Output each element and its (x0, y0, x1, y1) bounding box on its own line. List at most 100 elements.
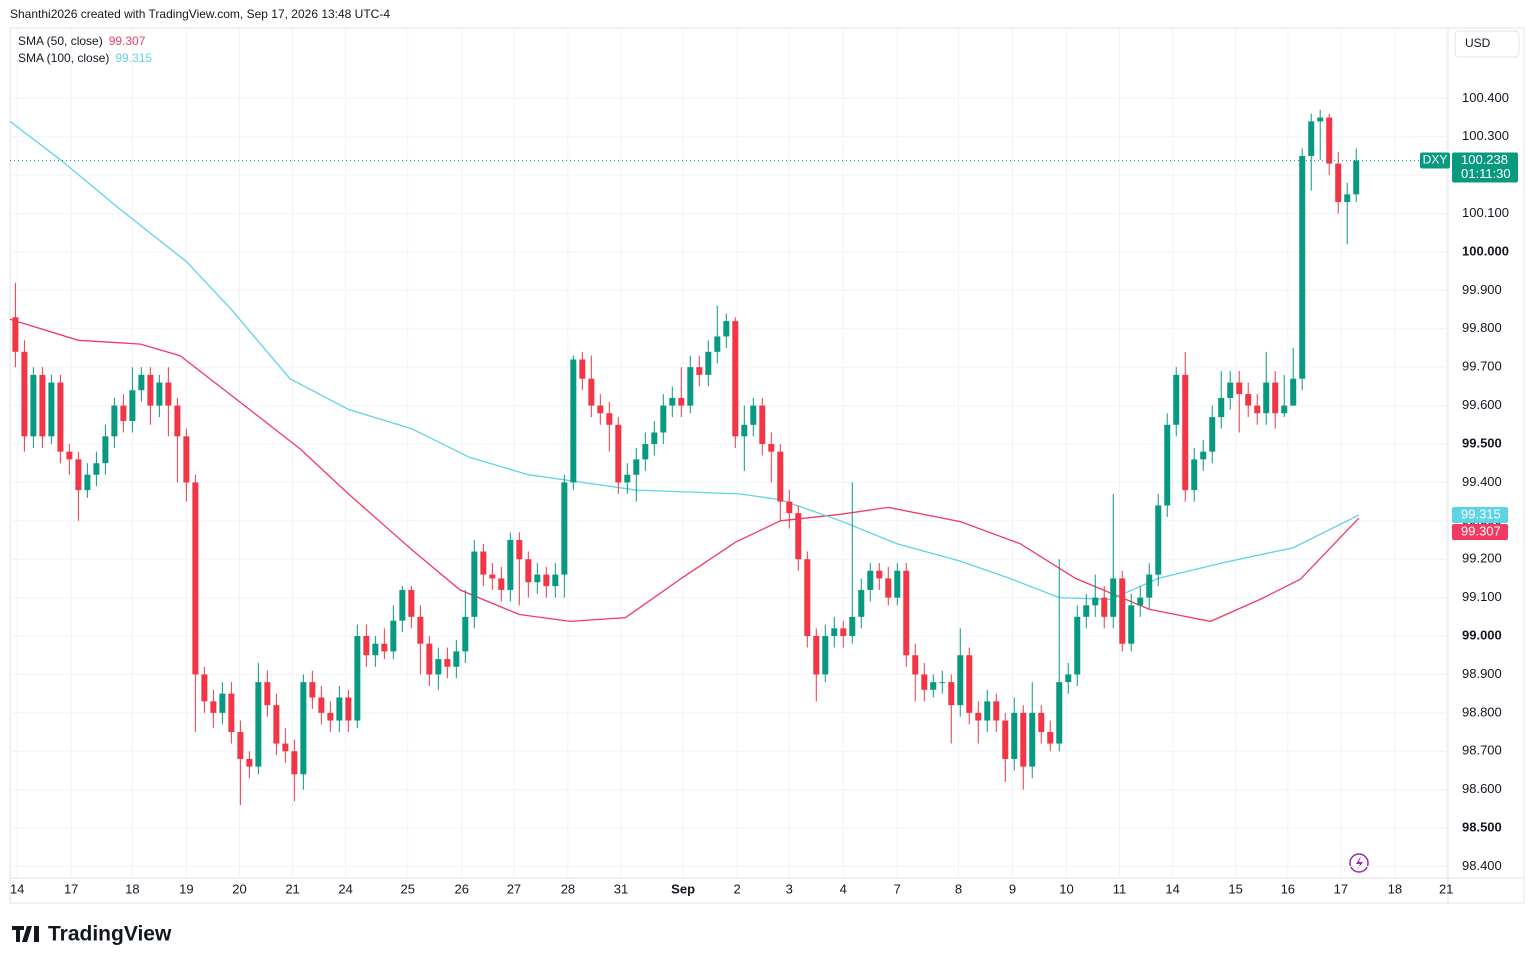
candle-body (1065, 674, 1072, 683)
y-tick-label: 99.400 (1462, 474, 1502, 489)
candle-body (966, 655, 973, 713)
candle-body (1344, 194, 1351, 203)
candle-body (1218, 397, 1225, 418)
candle-body (579, 359, 586, 379)
candle-body (138, 374, 145, 391)
price-label: 100.238 (1461, 152, 1508, 167)
candle-body (939, 682, 946, 684)
candle-body (1182, 374, 1189, 491)
candle-body (903, 570, 910, 656)
candle-body (786, 501, 793, 514)
candle-body (696, 367, 703, 375)
candle-body (516, 540, 523, 560)
candle-body (1083, 605, 1090, 617)
candle-body (291, 751, 298, 775)
x-tick-label: 10 (1059, 881, 1073, 896)
candle-body (606, 413, 613, 425)
y-tick-label: 99.000 (1462, 627, 1502, 642)
y-tick-label: 99.900 (1462, 282, 1502, 297)
legend-name: SMA (50, close) (18, 34, 103, 48)
candle-body (489, 574, 496, 579)
y-tick-label: 99.600 (1462, 397, 1502, 412)
candle-body (1101, 597, 1108, 617)
candle-body (921, 674, 928, 690)
candle-body (1200, 451, 1207, 460)
y-tick-label: 98.500 (1462, 820, 1502, 835)
candle-body (750, 405, 757, 425)
candle-body (183, 436, 190, 483)
currency-box[interactable] (1454, 30, 1520, 58)
candle-body (1074, 616, 1081, 675)
candle-body (534, 574, 541, 583)
x-tick-label: 21 (285, 881, 299, 896)
candle-body (264, 682, 271, 706)
candle-body (435, 659, 442, 675)
candle-body (1281, 405, 1288, 414)
symbol-label: DXY (1423, 153, 1448, 167)
x-tick-label: 17 (1334, 881, 1348, 896)
x-tick-label: 19 (179, 881, 193, 896)
candle-body (93, 463, 100, 475)
y-tick-label: 100.000 (1462, 243, 1509, 258)
candle-body (1326, 117, 1333, 164)
candle-body (498, 578, 505, 590)
x-tick-label: 9 (1009, 881, 1016, 896)
candle-body (1290, 378, 1297, 406)
y-tick-label: 98.900 (1462, 666, 1502, 681)
candle-body (102, 436, 109, 464)
candle-body (858, 589, 865, 617)
candle-body (354, 636, 361, 721)
candle-body (660, 405, 667, 433)
x-tick-label: 4 (840, 881, 847, 896)
candle-body (570, 359, 577, 483)
candle-body (507, 540, 514, 590)
candle-body (210, 701, 217, 713)
candle-body (624, 474, 631, 483)
candle-body (633, 459, 640, 475)
header: Shanthi2026 created with TradingView.com… (10, 7, 390, 21)
candle-body (1227, 382, 1234, 398)
x-tick-label: 28 (561, 881, 575, 896)
candle-body (894, 570, 901, 598)
chart-frame (9, 27, 1525, 904)
candle-body (678, 397, 685, 406)
y-tick-label: 100.300 (1462, 128, 1509, 143)
candle-body (381, 643, 388, 652)
candle-body (795, 513, 802, 560)
candle-body (417, 616, 424, 644)
countdown: 01:11:30 (1461, 166, 1511, 181)
x-tick-label: 21 (1439, 881, 1453, 896)
candle-body (300, 682, 307, 775)
candle-body (741, 424, 748, 437)
legend-value: 99.307 (109, 34, 146, 48)
alert-icon[interactable] (1349, 853, 1369, 873)
candle-body (147, 374, 154, 406)
legend-name: SMA (100, close) (18, 51, 109, 65)
candle-body (426, 643, 433, 675)
candle-body (444, 659, 451, 667)
x-tick-label: 7 (894, 881, 901, 896)
candle-body (1299, 155, 1306, 379)
candle-body (552, 574, 559, 587)
candle-body (831, 628, 838, 637)
y-tick-label: 98.800 (1462, 704, 1502, 719)
candle-body (1119, 578, 1126, 644)
candle-body (237, 732, 244, 759)
candle-body (615, 424, 622, 483)
x-tick-label: 3 (786, 881, 793, 896)
candle-body (714, 336, 721, 352)
candle-body (372, 643, 379, 656)
candle-body (39, 374, 46, 437)
sma-line (9, 120, 1360, 601)
candle-body (1263, 382, 1270, 414)
candle-body (642, 444, 649, 460)
legend-value: 99.315 (115, 51, 152, 65)
candle-body (768, 444, 775, 452)
candle-body (30, 374, 37, 437)
candle-body (111, 405, 118, 437)
candle-body (48, 382, 55, 437)
candle-body (1209, 417, 1216, 452)
x-tick-label: 15 (1228, 881, 1242, 896)
y-tick-label: 98.400 (1462, 858, 1502, 873)
